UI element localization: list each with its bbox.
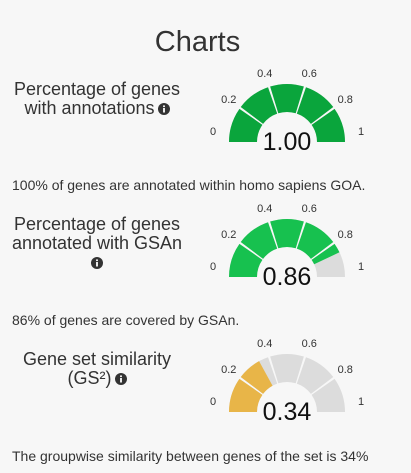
gauge-segment-filled [296, 222, 334, 259]
gauge-tick-label: 0.2 [221, 228, 237, 241]
gauge-value: 1.00 [262, 128, 312, 156]
gauge-label-line: with annotations [24, 98, 155, 118]
gauge: 0 0.2 0.4 0.6 0.8 1 0.34 [206, 338, 366, 442]
gauge-tick-label: 0.4 [257, 67, 273, 80]
gauge-segment-filled [270, 219, 304, 249]
gauge-segment-filled [240, 222, 278, 259]
gauge-label: Percentage of genes annotated with GSAn [6, 215, 188, 272]
gauge-arc [229, 219, 345, 277]
gauge-tick-label: 0.4 [257, 202, 273, 215]
gauge-segment-filled [270, 84, 304, 114]
gauge-label: Percentage of genes with annotations [6, 80, 188, 118]
gauge-segment-filled [229, 108, 263, 142]
gauge-value: 0.34 [262, 398, 312, 426]
page-title: Charts [154, 26, 241, 58]
gauge-segment-filled [296, 87, 334, 124]
gauge-label-line: annotated with GSAn [11, 233, 183, 253]
gauge-tick-label: 1 [357, 261, 365, 273]
info-circle-icon[interactable] [114, 370, 127, 385]
gauge-tick-label: 0 [209, 396, 217, 408]
gauge-description: The groupwise similarity between genes o… [12, 448, 369, 464]
gauge-label-line: Gene set similarity [22, 349, 172, 369]
gauge-tick-label: 0 [209, 126, 217, 138]
gauge-description: 100% of genes are annotated within homo … [12, 177, 366, 193]
gauge-tick-label: 0.8 [337, 228, 353, 241]
gauge-tick-label: 0.2 [221, 363, 237, 376]
gauge-tick-label: 1 [357, 126, 365, 138]
gauge-arc [229, 84, 345, 142]
gauge-segment-empty [311, 378, 345, 412]
gauge-label-line: Percentage of genes [13, 79, 181, 99]
gauge-segment-empty [296, 357, 334, 394]
gauge-label-line: Percentage of genes [13, 214, 181, 234]
gauge-tick-label: 0.6 [301, 337, 317, 350]
gauge-segment-filled [229, 243, 263, 277]
gauge-tick-label: 0 [209, 261, 217, 273]
gauge-arc [229, 354, 345, 412]
gauge-tick-label: 0.2 [221, 93, 237, 106]
info-circle-icon[interactable] [157, 100, 170, 115]
gauge-label: Gene set similarity (GS²) [6, 350, 188, 388]
gauge-tick-label: 0.6 [301, 202, 317, 215]
gauge-value: 0.86 [262, 263, 312, 291]
gauge-segment-filled [240, 87, 278, 124]
gauge-tick-label: 0.8 [337, 363, 353, 376]
gauge-tick-label: 1 [357, 396, 365, 408]
gauge-segment-filled [311, 243, 340, 265]
gauge-description: 86% of genes are covered by GSAn. [12, 312, 240, 328]
gauge: 0 0.2 0.4 0.6 0.8 1 0.86 [206, 203, 366, 307]
gauge-segment-filled [229, 378, 263, 412]
gauge-tick-label: 0.4 [257, 337, 273, 350]
gauge-segment-empty [270, 354, 304, 384]
gauge-label-line: (GS²) [67, 368, 112, 388]
gauge-tick-label: 0.8 [337, 93, 353, 106]
gauge-segment-filled [240, 361, 273, 394]
gauge: 0 0.2 0.4 0.6 0.8 1 1.00 [206, 68, 366, 172]
gauge-tick-label: 0.6 [301, 67, 317, 80]
gauge-segment-filled [311, 108, 345, 142]
info-circle-icon[interactable] [91, 254, 103, 269]
